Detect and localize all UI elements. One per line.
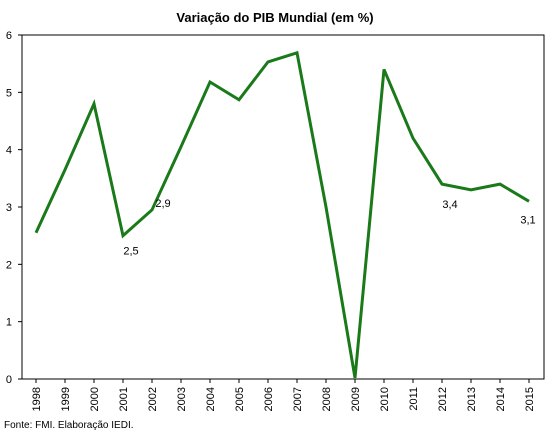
x-tick-label: 2011 xyxy=(408,387,420,411)
x-tick-label: 2012 xyxy=(437,387,449,411)
x-tick-label: 2006 xyxy=(263,387,275,411)
data-labels: 2,5 2,9 3,4 3,1 xyxy=(123,198,535,258)
plot-area xyxy=(21,34,545,380)
y-tick-label: 0 xyxy=(6,374,12,386)
x-tick-label: 2000 xyxy=(89,387,101,411)
data-label: 3,4 xyxy=(442,199,457,211)
x-tick-label: 2004 xyxy=(205,387,217,411)
x-tick-label: 2013 xyxy=(466,387,478,411)
x-tick-label: 2005 xyxy=(234,387,246,411)
y-tick-label: 1 xyxy=(6,317,12,329)
y-tick-label: 3 xyxy=(6,202,12,214)
y-tick-label: 4 xyxy=(6,145,12,157)
y-tick-label: 6 xyxy=(6,30,12,42)
x-axis: 1998 1999 2000 2001 2002 2003 2004 2005 2006 2007… xyxy=(31,379,536,411)
y-axis: 0 1 2 3 4 5 6 xyxy=(6,30,22,386)
x-tick-label: 2002 xyxy=(147,387,159,411)
x-tick-label: 2014 xyxy=(495,387,507,411)
y-tick-label: 2 xyxy=(6,259,12,271)
series-layer xyxy=(34,50,530,379)
data-label: 3,1 xyxy=(520,214,535,226)
x-tick-label: 2015 xyxy=(524,387,536,411)
data-label: 2,9 xyxy=(155,198,170,210)
x-tick-label: 2001 xyxy=(118,387,130,411)
x-tick-label: 1998 xyxy=(31,387,43,411)
y-tick-label: 5 xyxy=(6,87,12,99)
chart-title: Variação do PIB Mundial (em %) xyxy=(176,10,373,25)
x-tick-label: 1999 xyxy=(60,387,72,411)
x-tick-label: 2009 xyxy=(350,387,362,411)
x-tick-label: 2010 xyxy=(379,387,391,411)
data-label: 2,5 xyxy=(123,246,138,258)
x-tick-label: 2007 xyxy=(292,387,304,411)
x-tick-label: 2008 xyxy=(321,387,333,411)
series-line xyxy=(34,50,530,379)
x-tick-label: 2003 xyxy=(176,387,188,411)
source-note: Fonte: FMI. Elaboração IEDI. xyxy=(4,420,134,431)
